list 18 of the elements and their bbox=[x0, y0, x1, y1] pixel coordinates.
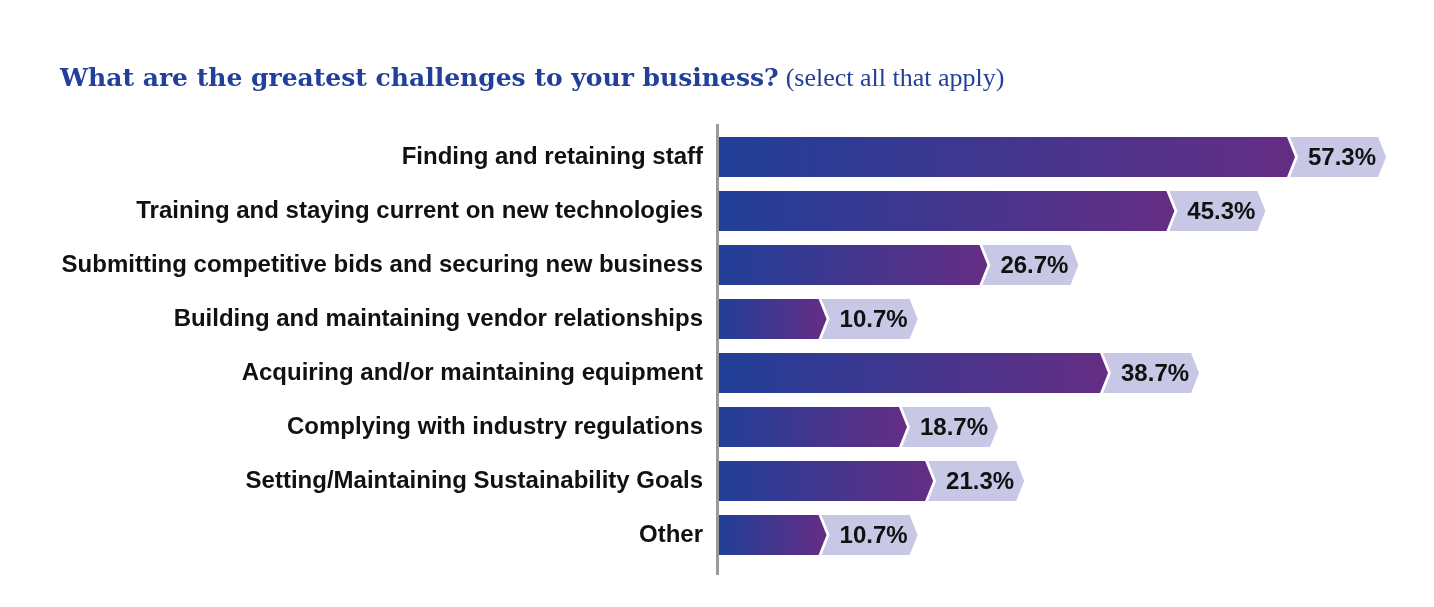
chart-subtitle: (select all that apply) bbox=[785, 63, 1005, 92]
data-label: 10.7% bbox=[839, 304, 908, 332]
data-label: 21.3% bbox=[946, 466, 1015, 494]
y-tick-label: Setting/Maintaining Sustainability Goals bbox=[245, 465, 703, 493]
y-tick-label: Finding and retaining staff bbox=[401, 141, 704, 169]
y-tick-label: Complying with industry regulations bbox=[286, 411, 703, 439]
data-label: 38.7% bbox=[1121, 358, 1190, 386]
data-label: 45.3% bbox=[1187, 196, 1256, 224]
y-tick-label: Building and maintaining vendor relationships bbox=[173, 303, 703, 331]
data-label: 18.7% bbox=[919, 412, 989, 440]
y-tick-label: Other bbox=[638, 519, 703, 547]
y-tick-label: Submitting competitive bids and securing new business bbox=[61, 249, 703, 277]
data-label: 26.7% bbox=[1000, 250, 1069, 278]
data-label: 57.3% bbox=[1307, 142, 1377, 170]
text: What are the greatest challenges to your business? bbox=[60, 63, 779, 92]
data-label: 10.7% bbox=[839, 520, 908, 548]
y-tick-label: Acquiring and/or maintaining equipment bbox=[241, 357, 704, 385]
y-tick-label: Training and staying current on new technologies bbox=[136, 195, 703, 223]
